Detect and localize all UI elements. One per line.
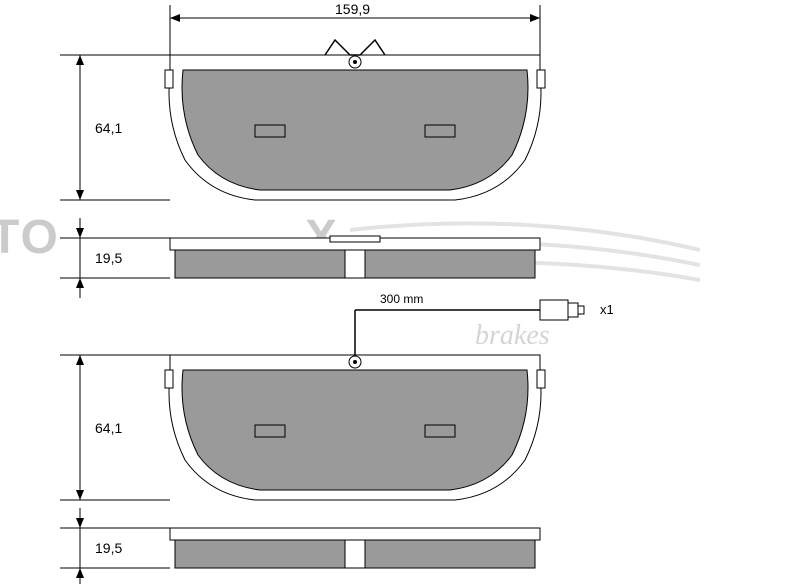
wear-sensor-wire [355,300,584,355]
upper-thickness-label: 19,5 [95,250,122,266]
upper-height-label: 64,1 [95,120,122,136]
brake-pad-diagram: TO X brakes [0,0,786,584]
upper-pad-front [165,40,545,200]
lower-thickness-label: 19,5 [95,540,122,556]
wire-qty-label: x1 [600,302,614,317]
lower-pad-front [165,355,545,500]
lower-height-label: 64,1 [95,420,122,436]
upper-pad-side [170,236,540,278]
width-label: 159,9 [335,1,370,17]
wire-length-label: 300 mm [380,292,423,306]
lower-pad-side [170,528,540,568]
